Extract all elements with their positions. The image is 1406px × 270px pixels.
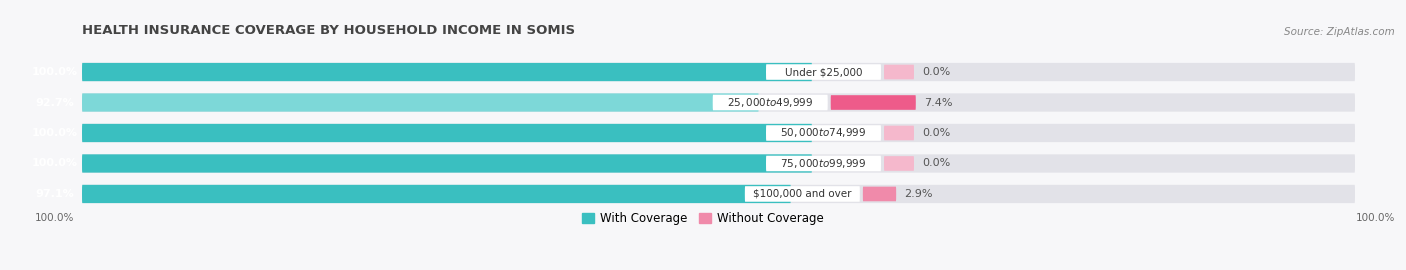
- Text: 7.4%: 7.4%: [924, 97, 952, 107]
- Text: 100.0%: 100.0%: [32, 128, 77, 138]
- FancyBboxPatch shape: [82, 185, 1355, 203]
- FancyBboxPatch shape: [884, 65, 914, 79]
- Text: $75,000 to $99,999: $75,000 to $99,999: [780, 157, 866, 170]
- FancyBboxPatch shape: [82, 93, 1355, 112]
- Text: 100.0%: 100.0%: [1355, 213, 1395, 223]
- FancyBboxPatch shape: [831, 95, 915, 110]
- Text: $100,000 and over: $100,000 and over: [754, 189, 852, 199]
- Legend: With Coverage, Without Coverage: With Coverage, Without Coverage: [582, 212, 824, 225]
- Text: 100.0%: 100.0%: [32, 67, 77, 77]
- FancyBboxPatch shape: [766, 156, 882, 171]
- FancyBboxPatch shape: [766, 64, 882, 80]
- FancyBboxPatch shape: [82, 93, 759, 112]
- Text: 0.0%: 0.0%: [922, 67, 950, 77]
- FancyBboxPatch shape: [82, 154, 1355, 173]
- Text: 100.0%: 100.0%: [32, 158, 77, 168]
- Text: 0.0%: 0.0%: [922, 128, 950, 138]
- FancyBboxPatch shape: [82, 154, 813, 173]
- Text: $50,000 to $74,999: $50,000 to $74,999: [780, 127, 866, 140]
- FancyBboxPatch shape: [82, 124, 1355, 142]
- FancyBboxPatch shape: [766, 125, 882, 141]
- Text: Under $25,000: Under $25,000: [785, 67, 862, 77]
- FancyBboxPatch shape: [82, 124, 813, 142]
- Text: HEALTH INSURANCE COVERAGE BY HOUSEHOLD INCOME IN SOMIS: HEALTH INSURANCE COVERAGE BY HOUSEHOLD I…: [82, 24, 575, 37]
- Text: 97.1%: 97.1%: [35, 189, 75, 199]
- Text: Source: ZipAtlas.com: Source: ZipAtlas.com: [1284, 27, 1395, 37]
- Text: $25,000 to $49,999: $25,000 to $49,999: [727, 96, 813, 109]
- Text: 0.0%: 0.0%: [922, 158, 950, 168]
- FancyBboxPatch shape: [745, 186, 860, 202]
- Text: 92.7%: 92.7%: [35, 97, 75, 107]
- Text: 100.0%: 100.0%: [35, 213, 75, 223]
- Text: 2.9%: 2.9%: [904, 189, 932, 199]
- FancyBboxPatch shape: [82, 63, 1355, 81]
- FancyBboxPatch shape: [82, 63, 813, 81]
- FancyBboxPatch shape: [884, 156, 914, 171]
- FancyBboxPatch shape: [884, 126, 914, 140]
- FancyBboxPatch shape: [863, 187, 896, 201]
- FancyBboxPatch shape: [82, 185, 790, 203]
- FancyBboxPatch shape: [713, 95, 828, 110]
